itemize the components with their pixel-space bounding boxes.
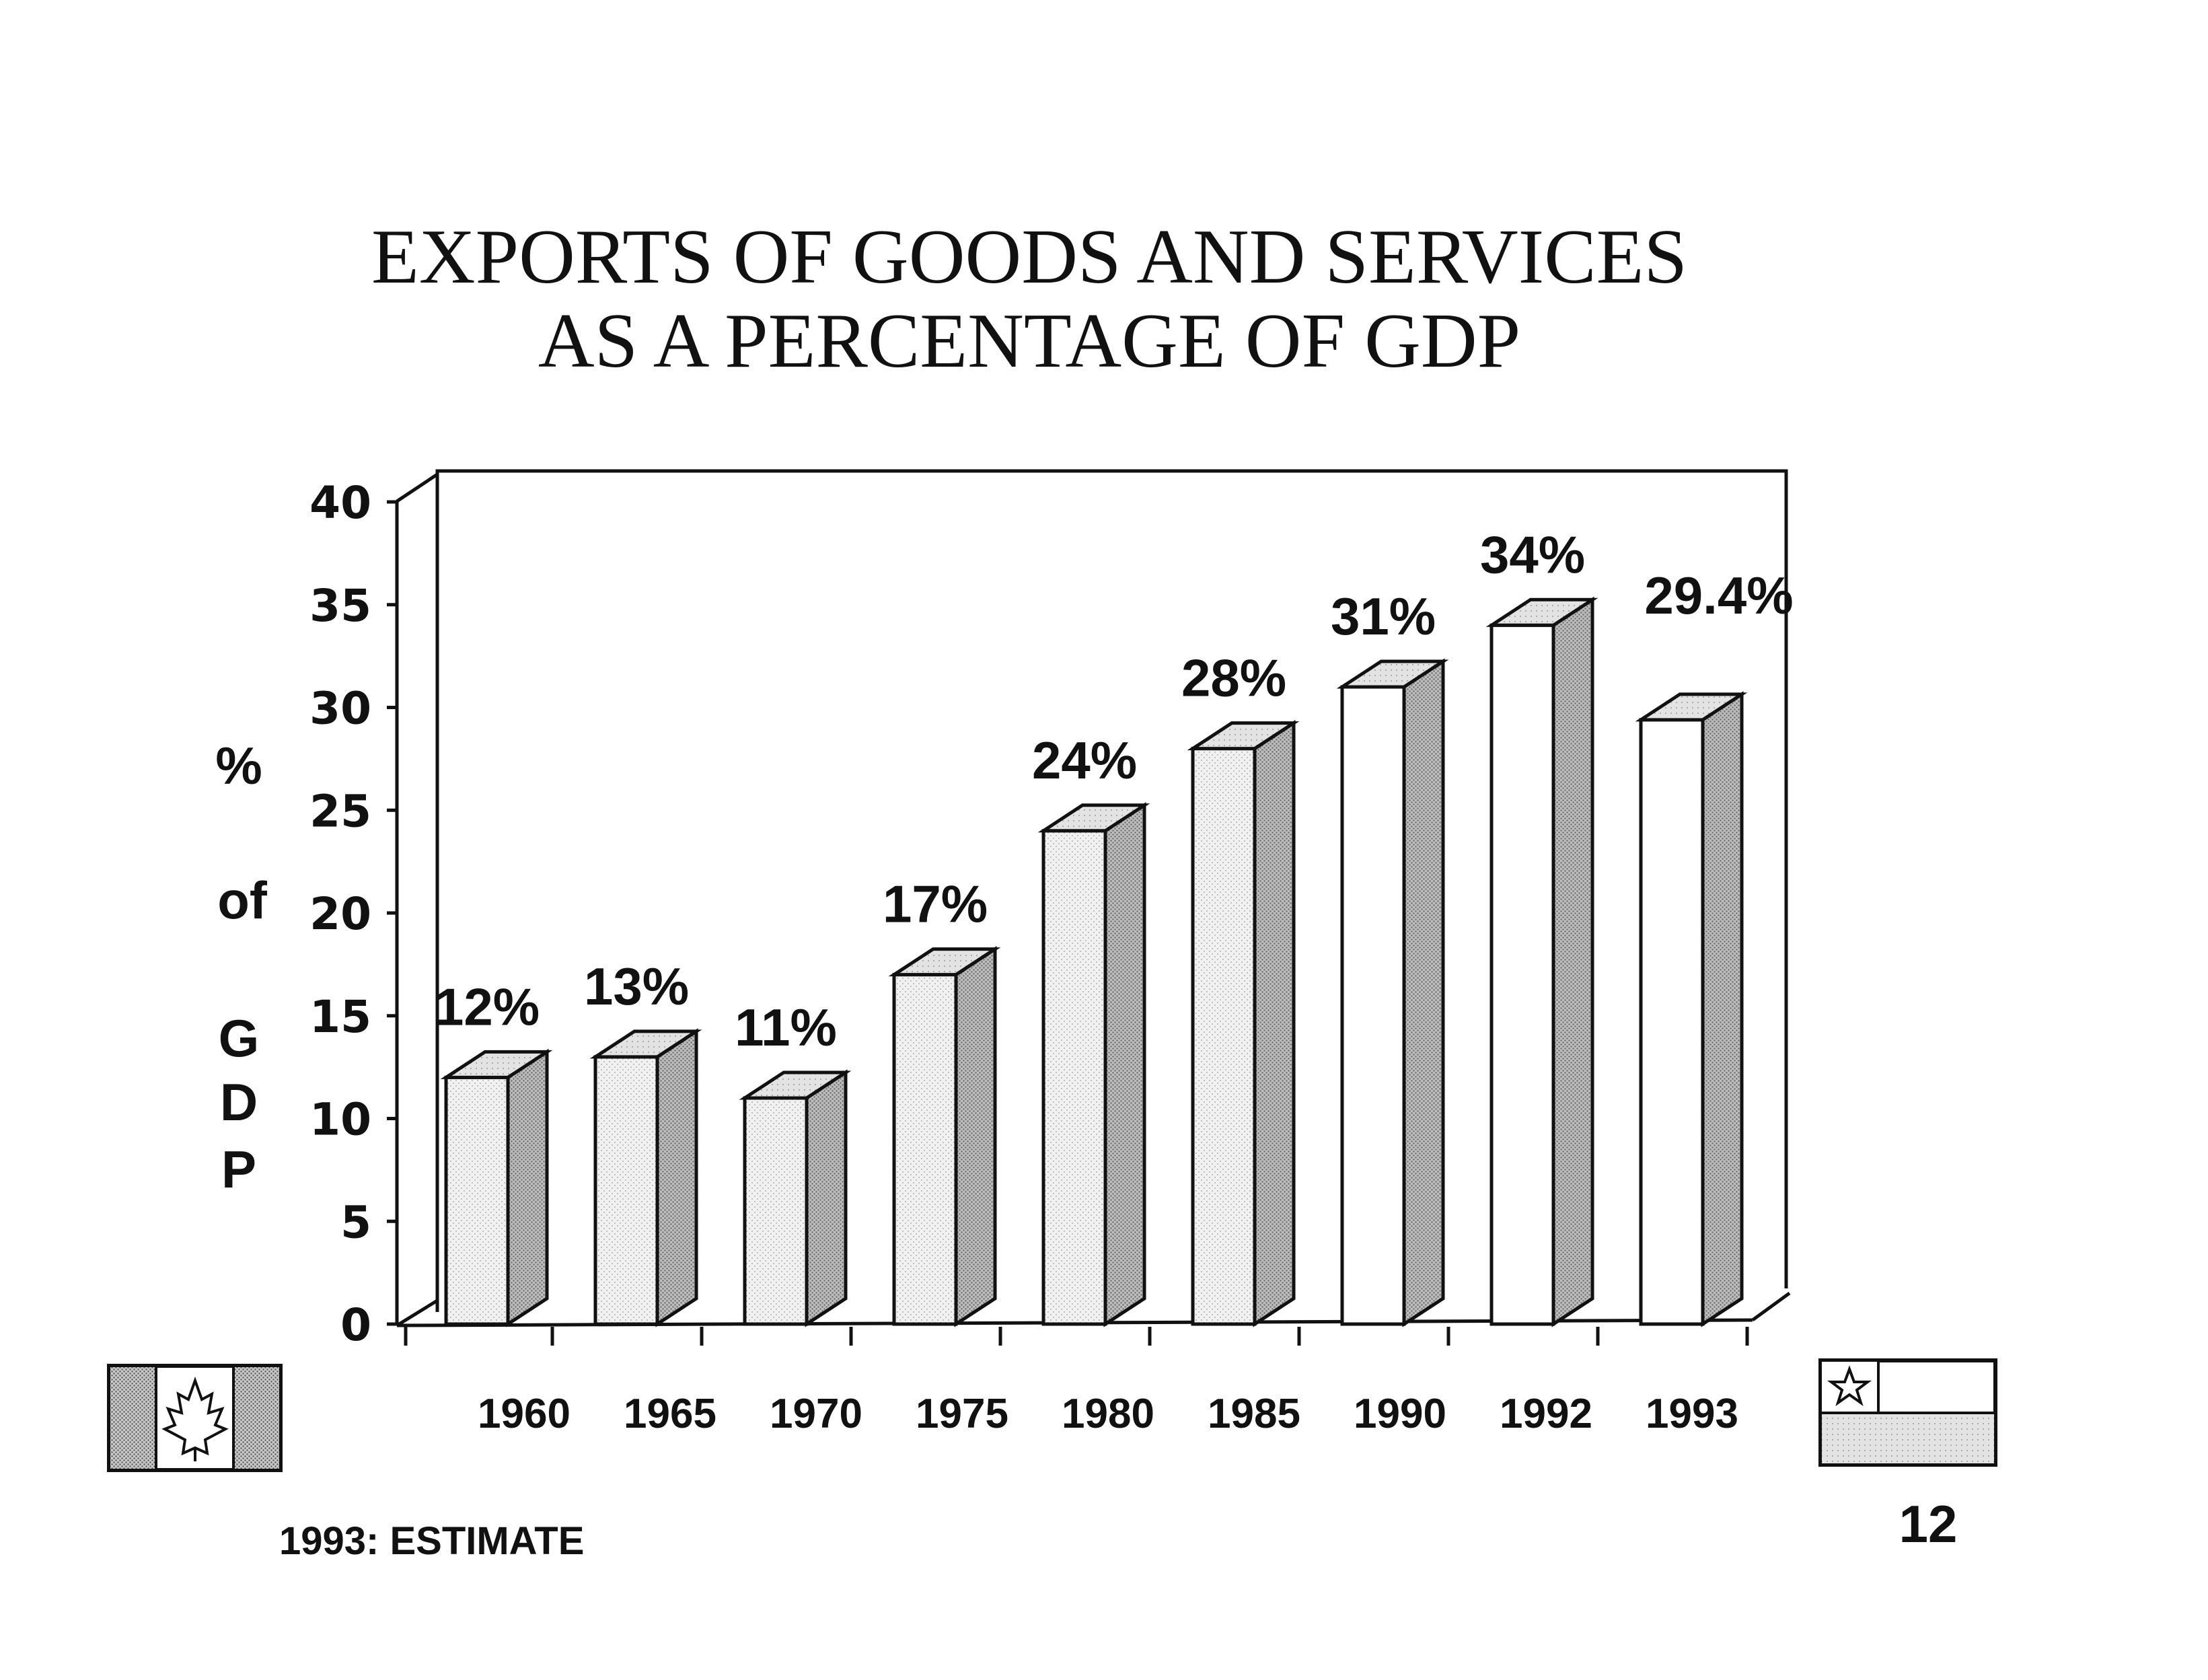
y-tick-label: 35 xyxy=(309,580,371,632)
y-axis-label-line-4: D xyxy=(220,1072,258,1132)
footnote: 1993: ESTIMATE xyxy=(279,1519,584,1563)
y-tick-label: 0 xyxy=(340,1299,371,1351)
bar-side xyxy=(1402,658,1445,1327)
bar-side xyxy=(506,1048,549,1327)
bar xyxy=(743,1096,809,1326)
y-axis-label-line-2: of xyxy=(217,871,268,930)
bar xyxy=(1191,747,1257,1326)
data-label: 24% xyxy=(1032,731,1137,790)
x-tick-label: 1975 xyxy=(916,1391,1008,1437)
y-axis-label-line-1: % xyxy=(215,736,262,795)
x-tick-label: 1985 xyxy=(1208,1391,1300,1437)
data-label: 28% xyxy=(1181,649,1286,708)
y-tick-label: 10 xyxy=(309,1094,371,1146)
y-tick-label: 30 xyxy=(309,683,371,735)
data-label: 31% xyxy=(1331,587,1436,646)
data-label: 29.4% xyxy=(1644,566,1793,625)
bar-top xyxy=(589,1029,702,1059)
canada-flag-icon xyxy=(107,1364,283,1472)
x-tick-label: 1992 xyxy=(1500,1391,1592,1437)
bar-side xyxy=(805,1069,848,1327)
y-axis-label-line-5: P xyxy=(221,1140,256,1199)
data-label: 17% xyxy=(883,875,988,934)
bar-top xyxy=(1485,597,1598,627)
page-number: 12 xyxy=(1899,1494,1958,1554)
y-axis-label-line-3: G xyxy=(219,1009,260,1068)
data-label: 11% xyxy=(735,998,837,1057)
bar-series: 12% 1960 13% 1965 11% 1970 17% 1975 24% 1980 28% 19… xyxy=(404,525,1794,1437)
y-tick-label: 40 xyxy=(309,477,371,529)
data-label: 34% xyxy=(1480,525,1585,584)
bar-side xyxy=(1253,719,1296,1327)
y-tick-label: 15 xyxy=(309,991,371,1043)
x-tick-label: 1970 xyxy=(770,1391,862,1437)
bar-top xyxy=(1037,803,1150,833)
bar xyxy=(1639,718,1705,1326)
bar-top xyxy=(1336,659,1449,689)
bar xyxy=(1489,623,1555,1326)
y-tick-label: 25 xyxy=(309,785,371,837)
bar xyxy=(1041,829,1107,1326)
data-label: 12% xyxy=(435,977,540,1036)
x-tick-label: 1965 xyxy=(624,1391,716,1437)
chile-flag-icon xyxy=(1818,1358,1997,1467)
chart-title-line-2: AS A PERCENTAGE OF GDP xyxy=(538,298,1520,384)
bar-side xyxy=(1103,802,1146,1327)
bar-top xyxy=(440,1050,553,1079)
x-tick-label: 1960 xyxy=(478,1391,571,1437)
data-label: 13% xyxy=(584,957,689,1016)
x-tick-label: 1980 xyxy=(1062,1391,1154,1437)
bar-top xyxy=(1635,692,1748,722)
bar-side xyxy=(954,946,997,1327)
x-tick-label: 1993 xyxy=(1646,1391,1738,1437)
bar-side xyxy=(1701,691,1744,1327)
bar xyxy=(444,1075,510,1326)
bar-top xyxy=(739,1070,852,1100)
y-tick-label: 20 xyxy=(309,888,371,940)
y-tick-label: 5 xyxy=(340,1196,371,1248)
x-tick-label: 1990 xyxy=(1354,1391,1446,1437)
bar xyxy=(1340,685,1406,1326)
y-axis: 0 5 10 15 20 25 30 35 40 xyxy=(309,477,398,1351)
bar xyxy=(593,1055,659,1326)
bar-top xyxy=(1187,721,1300,751)
bar-side xyxy=(655,1028,698,1327)
chart-title-line-1: EXPORTS OF GOODS AND SERVICES xyxy=(371,214,1687,300)
bar-side xyxy=(1551,596,1594,1327)
bar xyxy=(892,973,958,1326)
bar-top xyxy=(888,947,1001,977)
